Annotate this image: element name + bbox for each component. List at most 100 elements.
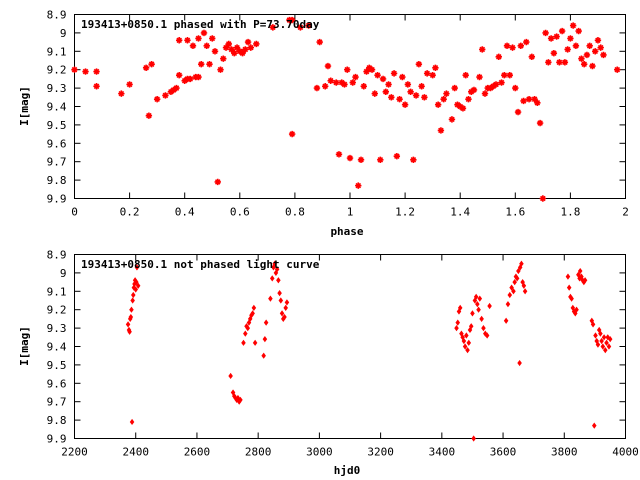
data-point bbox=[462, 343, 468, 350]
data-point bbox=[247, 44, 255, 51]
data-point bbox=[284, 299, 290, 306]
unphased-x-tick-label: 3600 bbox=[490, 446, 517, 459]
data-point bbox=[465, 95, 472, 103]
unphased-x-tick-label: 3000 bbox=[306, 446, 333, 459]
data-point bbox=[516, 267, 521, 275]
data-point bbox=[536, 119, 544, 127]
data-point bbox=[135, 282, 141, 289]
phased-x-tick-label: 1.2 bbox=[395, 206, 415, 219]
phased-y-tick-label: 9 bbox=[60, 27, 67, 40]
data-point bbox=[558, 27, 566, 35]
phased-y-tick-label: 9.4 bbox=[47, 101, 67, 114]
data-point bbox=[590, 321, 596, 328]
data-point bbox=[479, 315, 484, 323]
unphased-y-tick-label: 8.9 bbox=[47, 249, 67, 262]
phased-x-tick-label: 0.2 bbox=[120, 206, 140, 219]
data-point bbox=[126, 81, 133, 88]
phased-data-points bbox=[71, 16, 621, 202]
data-point bbox=[586, 42, 593, 49]
unphased-plot-frame bbox=[74, 254, 626, 439]
data-point bbox=[276, 277, 281, 284]
data-point bbox=[134, 278, 139, 286]
data-point bbox=[274, 266, 280, 273]
data-point bbox=[220, 55, 227, 62]
data-point bbox=[457, 304, 463, 311]
phased-y-tick-label: 9.3 bbox=[47, 82, 67, 95]
data-point bbox=[222, 44, 230, 51]
phased-y-axis-label: I[mag] bbox=[18, 86, 31, 126]
data-point bbox=[471, 435, 476, 442]
data-point bbox=[514, 275, 520, 282]
data-point bbox=[125, 321, 131, 328]
data-point bbox=[297, 24, 304, 31]
unphased-y-tick-label: 9.5 bbox=[47, 359, 67, 372]
data-point bbox=[415, 60, 423, 68]
data-point bbox=[93, 83, 100, 90]
phased-y-tick-label: 9.8 bbox=[47, 174, 67, 187]
phased-y-tick-label: 9.7 bbox=[47, 156, 67, 169]
data-point bbox=[432, 64, 439, 72]
data-point bbox=[580, 60, 588, 68]
data-point bbox=[346, 154, 354, 162]
data-point bbox=[511, 288, 516, 295]
data-point bbox=[118, 90, 125, 97]
data-point bbox=[278, 297, 284, 304]
data-point bbox=[423, 70, 431, 77]
data-point bbox=[507, 291, 513, 299]
unphased-panel: 2200 2400 2600 2800 3000 3200 3400 3600 3800 4000… bbox=[18, 249, 639, 478]
data-point bbox=[601, 334, 607, 341]
data-point bbox=[360, 83, 367, 90]
data-point bbox=[484, 332, 490, 339]
data-point bbox=[228, 46, 235, 53]
data-point bbox=[528, 53, 536, 61]
data-point bbox=[459, 105, 467, 112]
data-point bbox=[127, 328, 132, 335]
data-point bbox=[187, 75, 194, 83]
data-point bbox=[574, 306, 579, 313]
data-point bbox=[437, 127, 445, 134]
data-point bbox=[578, 55, 585, 62]
data-point bbox=[418, 83, 425, 90]
data-point bbox=[344, 66, 351, 73]
data-point bbox=[468, 88, 475, 95]
data-point bbox=[283, 304, 288, 311]
data-point bbox=[567, 35, 574, 42]
data-point bbox=[341, 81, 348, 88]
data-point bbox=[305, 22, 312, 29]
data-point bbox=[371, 90, 378, 97]
data-point bbox=[550, 49, 558, 57]
data-point bbox=[517, 42, 525, 49]
data-point bbox=[561, 59, 569, 66]
data-point bbox=[589, 62, 596, 70]
data-point bbox=[167, 88, 175, 95]
unphased-x-tick-label: 2400 bbox=[122, 446, 149, 459]
data-point bbox=[71, 66, 78, 73]
data-point bbox=[464, 332, 469, 339]
data-point bbox=[547, 35, 555, 42]
data-point bbox=[93, 68, 100, 75]
data-point bbox=[481, 324, 486, 332]
data-point bbox=[604, 339, 609, 346]
data-point bbox=[517, 359, 522, 367]
data-point bbox=[175, 72, 183, 79]
data-point bbox=[569, 22, 577, 29]
data-point bbox=[352, 73, 359, 81]
data-point bbox=[569, 295, 574, 302]
phased-y-axis: 8.9 9 9.1 9.2 9.3 9.4 9.5 9.6 9.7 9.8 9.9 bbox=[47, 9, 626, 206]
data-point bbox=[268, 295, 273, 302]
data-point bbox=[509, 44, 516, 51]
phased-y-tick-label: 9.9 bbox=[47, 193, 67, 206]
phased-x-axis: 0 0.2 0.4 0.6 0.8 1 1.2 1.4 1.6 1.8 2 bbox=[71, 14, 629, 219]
data-point bbox=[368, 66, 376, 73]
data-point bbox=[509, 284, 514, 291]
data-point bbox=[475, 301, 480, 308]
data-point bbox=[404, 81, 412, 88]
data-point bbox=[520, 97, 527, 105]
data-point bbox=[322, 83, 329, 90]
phased-x-tick-label: 1.4 bbox=[450, 206, 470, 219]
phased-chart-title: 193413+0850.1 phased with P=73.70day bbox=[81, 18, 320, 31]
data-point bbox=[607, 336, 613, 343]
data-point bbox=[238, 396, 243, 403]
data-point bbox=[455, 319, 461, 326]
data-point bbox=[181, 77, 188, 84]
